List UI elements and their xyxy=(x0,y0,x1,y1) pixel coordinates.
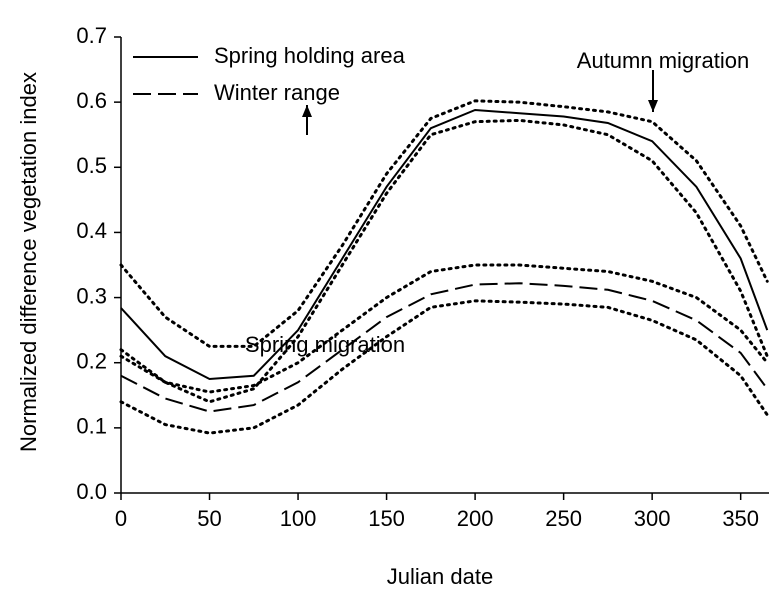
y-tick-label: 0.5 xyxy=(76,153,107,178)
legend-label: Winter range xyxy=(214,80,340,105)
y-tick-label: 0.4 xyxy=(76,218,107,243)
x-tick-label: 100 xyxy=(280,506,317,531)
series-line xyxy=(119,263,769,394)
y-tick-label: 0.3 xyxy=(76,283,107,308)
x-tick-label: 0 xyxy=(115,506,127,531)
x-tick-label: 50 xyxy=(197,506,221,531)
y-tick-label: 0.6 xyxy=(76,88,107,113)
x-tick-label: 350 xyxy=(722,506,759,531)
y-tick-label: 0.7 xyxy=(76,23,107,48)
x-tick-label: 200 xyxy=(457,506,494,531)
series-line xyxy=(120,282,769,413)
legend-label: Spring holding area xyxy=(214,43,406,68)
series-line xyxy=(120,108,769,381)
y-axis-label: Normalized difference vegetation index xyxy=(16,72,41,452)
x-tick-label: 150 xyxy=(368,506,405,531)
y-tick-label: 0.0 xyxy=(76,479,107,504)
series-line xyxy=(119,99,769,348)
series-line xyxy=(119,299,769,435)
series-line xyxy=(119,118,769,404)
annotation: Autumn migration xyxy=(577,48,749,73)
y-tick-label: 0.1 xyxy=(76,414,107,439)
x-tick-label: 250 xyxy=(545,506,582,531)
annotation-arrowhead xyxy=(302,105,312,117)
x-axis-label: Julian date xyxy=(387,564,493,589)
annotation-arrowhead xyxy=(648,100,658,112)
y-tick-label: 0.2 xyxy=(76,349,107,374)
x-tick-label: 300 xyxy=(634,506,671,531)
annotation: Spring migration xyxy=(245,332,405,357)
